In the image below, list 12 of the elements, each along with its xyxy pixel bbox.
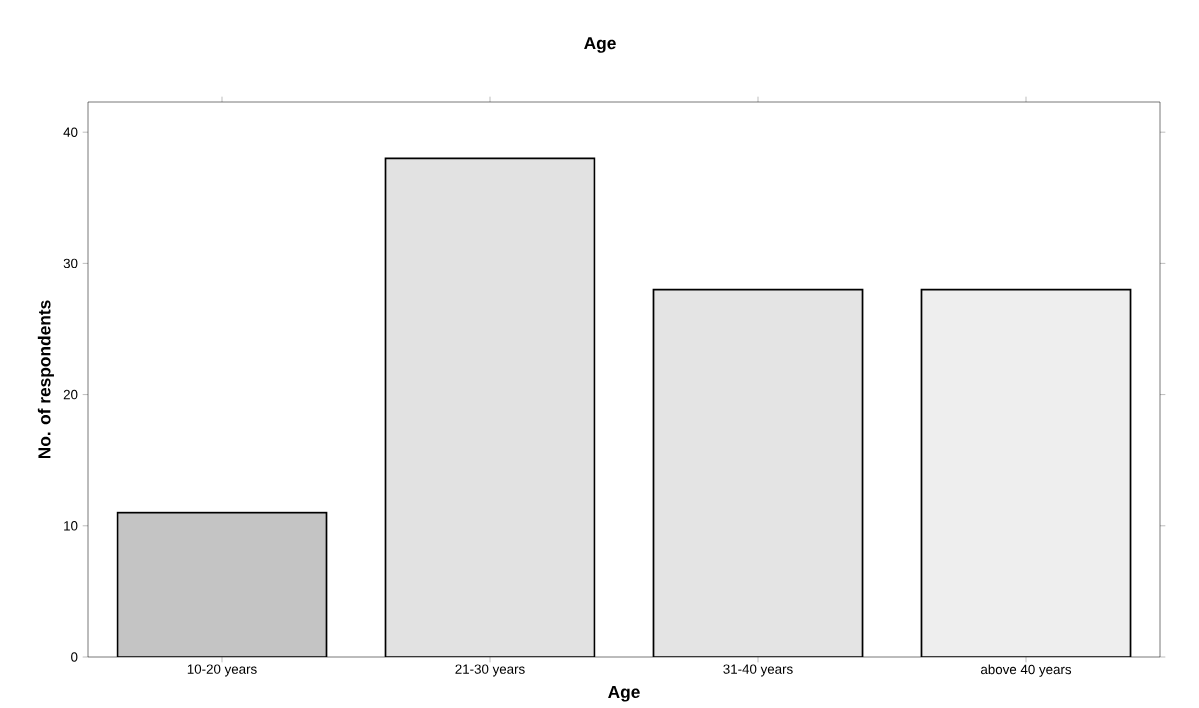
y-tick-label: 40 xyxy=(63,127,78,137)
x-tick-label: 10-20 years xyxy=(187,664,257,677)
x-axis-title: Age xyxy=(608,685,640,702)
x-tick-label: 21-30 years xyxy=(455,664,525,677)
x-tick-label: above 40 years xyxy=(980,664,1072,677)
y-tick-label: 10 xyxy=(64,521,78,531)
x-tick-label: 31-40 years xyxy=(723,664,793,677)
chart-title: Age xyxy=(584,37,616,53)
y-tick-label: 0 xyxy=(71,652,78,662)
y-axis-title: No. of respondents xyxy=(37,300,54,459)
y-tick-label: 30 xyxy=(63,258,78,269)
y-tick-label: 20 xyxy=(63,389,78,400)
